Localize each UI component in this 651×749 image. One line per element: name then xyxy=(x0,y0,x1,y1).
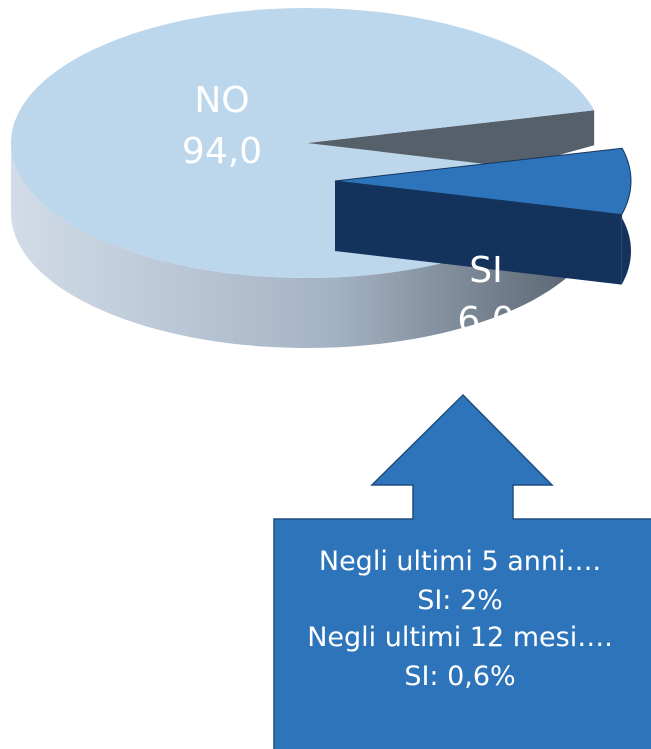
slice-side-si-left xyxy=(335,181,622,285)
slice-value-si: 6,0 xyxy=(457,300,514,341)
slice-value-no: 94,0 xyxy=(182,131,262,172)
slice-label-si: SI xyxy=(469,250,502,291)
callout-line-3: Negli ultimi 12 mesi…. xyxy=(307,622,613,653)
callout-arrow xyxy=(273,393,651,749)
slice-side-no xyxy=(11,143,594,349)
slice-label-no: NO xyxy=(194,80,249,121)
callout-line-4: SI: 0,6% xyxy=(404,661,515,692)
callout-line-2: SI: 2% xyxy=(417,585,503,616)
callout-line-1: Negli ultimi 5 anni…. xyxy=(319,546,601,577)
pie-group xyxy=(10,8,632,349)
slice-top-si xyxy=(334,147,632,216)
